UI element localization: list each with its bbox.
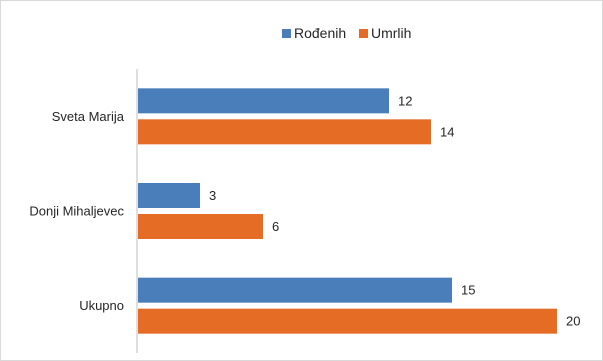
bar-rodenih-sveta-marija	[138, 88, 389, 114]
data-label-rodenih-ukupno: 15	[461, 283, 475, 298]
bar-umrlih-ukupno	[138, 308, 557, 334]
data-label-rodenih-sveta-marija: 12	[398, 93, 412, 108]
data-label-umrlih-ukupno: 20	[566, 314, 580, 329]
bar-rodenih-donji-mihaljevec	[138, 183, 200, 208]
legend: Rođenih Umrlih	[282, 25, 411, 41]
legend-label-umrlih: Umrlih	[371, 25, 411, 41]
bar-rodenih-ukupno	[138, 277, 452, 303]
data-label-umrlih-donji-mihaljevec: 6	[272, 219, 279, 234]
category-label-sveta-marija: Sveta Marija	[52, 109, 125, 124]
legend-swatch-rodenih	[282, 29, 291, 38]
bars-group	[138, 88, 557, 334]
legend-swatch-umrlih	[359, 29, 368, 38]
category-labels: Sveta Marija Donji Mihaljevec Ukupno	[29, 109, 124, 313]
legend-label-rodenih: Rođenih	[294, 25, 346, 41]
data-label-rodenih-donji-mihaljevec: 3	[209, 188, 216, 203]
bar-umrlih-sveta-marija	[138, 119, 431, 145]
category-label-donji-mihaljevec: Donji Mihaljevec	[29, 204, 124, 219]
bar-umrlih-donji-mihaljevec	[138, 214, 263, 239]
data-labels: 12 14 3 6 15 20	[209, 93, 580, 328]
category-label-ukupno: Ukupno	[79, 298, 124, 313]
data-label-umrlih-sveta-marija: 14	[440, 124, 454, 139]
